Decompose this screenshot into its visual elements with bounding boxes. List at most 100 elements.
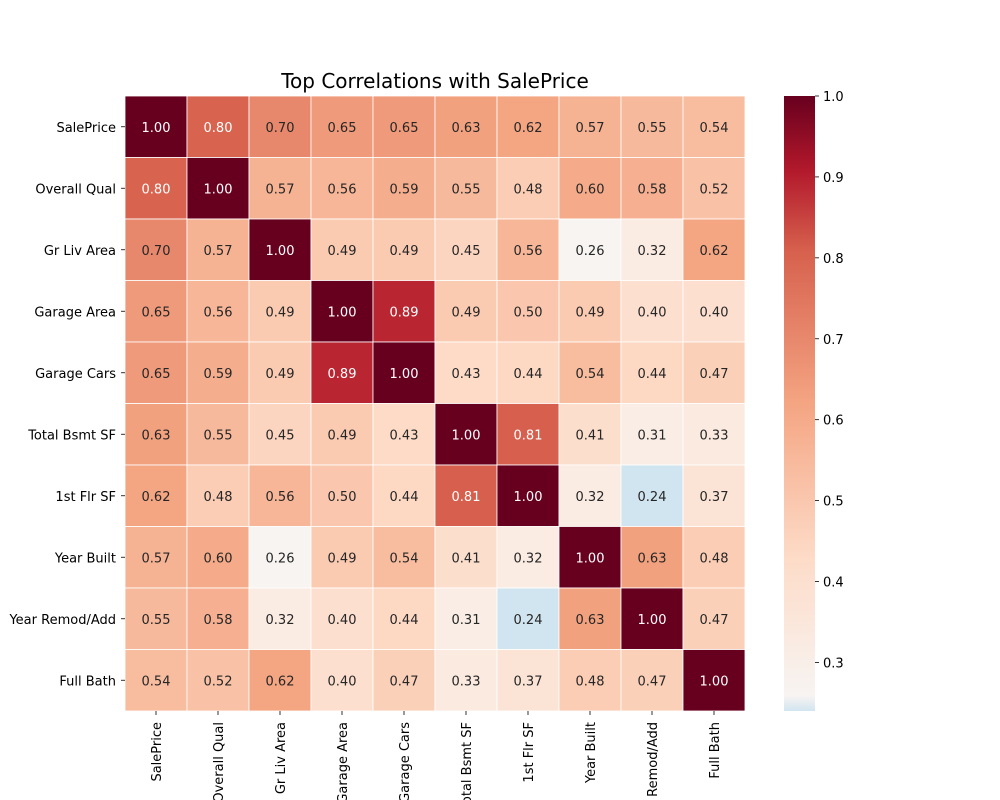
cell-value-label: 0.59 <box>204 367 233 382</box>
heatmap-cell <box>620 587 684 650</box>
cell-value-label: 0.89 <box>328 367 357 382</box>
cell-value-label: 0.57 <box>142 551 171 566</box>
cell-value-label: 0.49 <box>266 367 295 382</box>
cell-value-label: 0.63 <box>142 428 171 443</box>
heatmap-cell <box>496 526 560 589</box>
cell-value-label: 0.44 <box>390 490 419 505</box>
heatmap-cell <box>620 526 684 589</box>
cell-value-label: 0.65 <box>142 305 171 320</box>
heatmap-cell <box>124 280 188 343</box>
column-label: Total Bsmt SF <box>460 722 475 800</box>
heatmap-cell <box>372 403 436 466</box>
colorbar: 0.3 0.4 0.5 0.6 0.7 0.8 0.9 1.0 <box>784 90 844 711</box>
heatmap-cell <box>682 157 746 220</box>
chart-title: Top Correlations with SalePrice <box>280 69 589 93</box>
heatmap-cell <box>372 95 436 158</box>
cell-value-label: 0.56 <box>266 490 295 505</box>
cell-value-label: 0.81 <box>514 428 543 443</box>
heatmap-cell <box>496 341 560 404</box>
colorbar-tick-label: 0.7 <box>823 333 844 348</box>
cell-value-label: 0.55 <box>142 613 171 628</box>
cell-value-label: 0.33 <box>700 428 729 443</box>
heatmap-cell <box>310 464 374 527</box>
heatmap-cell <box>372 280 436 343</box>
heatmap-cell <box>186 218 250 281</box>
heatmap-cell <box>682 341 746 404</box>
cell-value-label: 0.65 <box>142 367 171 382</box>
heatmap-cell <box>186 649 250 712</box>
cell-value-label: 0.56 <box>328 182 357 197</box>
heatmap-cell <box>372 341 436 404</box>
cell-value-label: 0.48 <box>204 490 233 505</box>
heatmap-cell <box>186 157 250 220</box>
cell-value-label: 1.00 <box>576 551 605 566</box>
cell-value-label: 0.81 <box>452 490 481 505</box>
colorbar-tick-label: 0.6 <box>823 414 844 429</box>
heatmap-cell <box>124 403 188 466</box>
cell-value-label: 0.40 <box>700 305 729 320</box>
heatmap-cell <box>682 464 746 527</box>
cell-value-label: 1.00 <box>390 367 419 382</box>
cell-value-label: 0.55 <box>638 121 667 136</box>
heatmap-cell <box>434 157 498 220</box>
colorbar-tick-label: 1.0 <box>823 90 844 105</box>
heatmap-cell <box>620 464 684 527</box>
heatmap-cell <box>434 95 498 158</box>
column-label: Year Remod/Add <box>646 722 661 800</box>
row-label: Full Bath <box>59 674 116 689</box>
heatmap-cell <box>124 95 188 158</box>
row-label: Gr Liv Area <box>44 244 116 259</box>
cell-value-label: 0.40 <box>328 674 357 689</box>
cell-value-label: 0.32 <box>576 490 605 505</box>
cell-value-label: 0.50 <box>328 490 357 505</box>
heatmap-cell <box>310 526 374 589</box>
heatmap-cell <box>248 341 312 404</box>
heatmap-cell <box>496 157 560 220</box>
cell-value-label: 0.24 <box>514 613 543 628</box>
heatmap-cell <box>620 403 684 466</box>
cell-value-label: 0.62 <box>514 121 543 136</box>
cell-value-label: 0.48 <box>576 674 605 689</box>
row-label: 1st Flr SF <box>55 490 116 505</box>
heatmap-cell <box>248 587 312 650</box>
heatmap-cell <box>186 526 250 589</box>
cell-value-label: 0.45 <box>266 428 295 443</box>
cell-value-label: 0.54 <box>390 551 419 566</box>
row-label: SalePrice <box>56 121 116 136</box>
cell-value-label: 0.63 <box>452 121 481 136</box>
cell-value-label: 0.37 <box>514 674 543 689</box>
row-label: Garage Cars <box>35 367 116 382</box>
heatmap-cells: 1.00 0.80 0.70 0.65 0.65 0.63 0.62 0.57 0.55 0.54… <box>124 95 746 712</box>
cell-value-label: 1.00 <box>266 244 295 259</box>
heatmap-cell <box>372 526 436 589</box>
cell-value-label: 0.49 <box>328 244 357 259</box>
colorbar-tick-label: 0.3 <box>823 656 844 671</box>
heatmap-cell <box>124 218 188 281</box>
cell-value-label: 0.54 <box>142 674 171 689</box>
cell-value-label: 0.45 <box>452 244 481 259</box>
cell-value-label: 0.55 <box>204 428 233 443</box>
row-label: Year Built <box>54 551 116 566</box>
heatmap-cell <box>558 95 622 158</box>
heatmap-cell <box>248 403 312 466</box>
heatmap-cell <box>620 157 684 220</box>
cell-value-label: 0.49 <box>452 305 481 320</box>
colorbar-tick-label: 0.9 <box>823 171 844 186</box>
heatmap-cell <box>682 280 746 343</box>
column-label: Year Built <box>584 722 599 784</box>
cell-value-label: 0.48 <box>514 182 543 197</box>
cell-value-label: 0.60 <box>204 551 233 566</box>
cell-value-label: 0.49 <box>328 428 357 443</box>
heatmap-cell <box>310 157 374 220</box>
cell-value-label: 0.63 <box>576 613 605 628</box>
cell-value-label: 0.43 <box>452 367 481 382</box>
cell-value-label: 0.54 <box>700 121 729 136</box>
cell-value-label: 0.65 <box>390 121 419 136</box>
cell-value-label: 0.60 <box>576 182 605 197</box>
heatmap-cell <box>434 403 498 466</box>
cell-value-label: 0.56 <box>204 305 233 320</box>
cell-value-label: 0.49 <box>576 305 605 320</box>
cell-value-label: 0.62 <box>700 244 729 259</box>
colorbar-tick-label: 0.5 <box>823 495 844 510</box>
